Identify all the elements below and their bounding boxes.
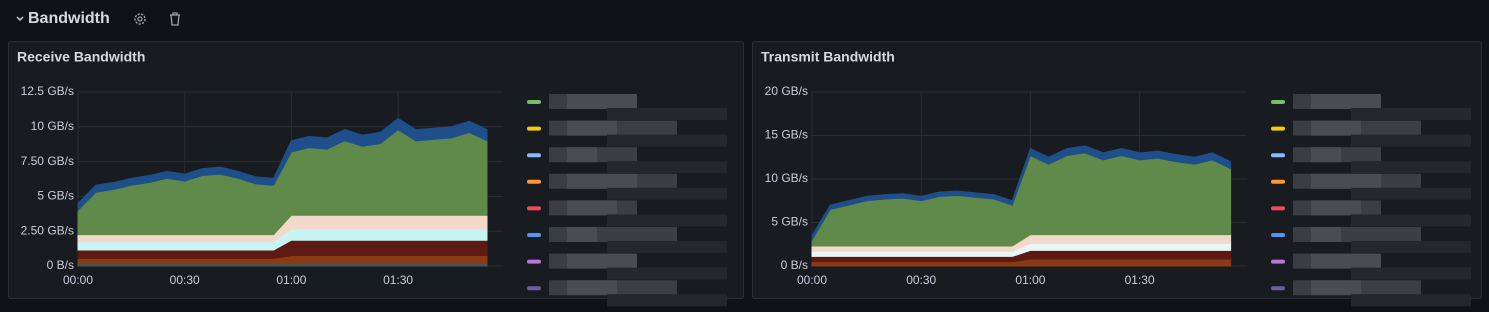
legend-swatch bbox=[1271, 206, 1285, 211]
legend-redacted bbox=[1351, 294, 1471, 307]
x-tick-label: 00:30 bbox=[906, 273, 936, 287]
x-tick-label: 01:00 bbox=[1015, 273, 1045, 287]
legend-redacted bbox=[1311, 147, 1381, 163]
legend-swatch bbox=[527, 126, 541, 131]
x-tick-label: 00:00 bbox=[63, 273, 93, 287]
x-tick-label: 01:00 bbox=[276, 273, 306, 287]
y-tick-label: 5 GB/s bbox=[37, 189, 74, 203]
y-tick-label: 7.50 GB/s bbox=[21, 154, 74, 168]
legend-swatch bbox=[1271, 286, 1285, 291]
x-tick-label: 01:30 bbox=[1125, 273, 1155, 287]
y-tick-label: 10 GB/s bbox=[31, 119, 74, 133]
legend-swatch bbox=[1271, 100, 1285, 104]
legend-swatch bbox=[527, 100, 541, 104]
x-tick-label: 00:00 bbox=[797, 273, 827, 287]
legend-redacted bbox=[607, 267, 727, 280]
y-tick-label: 20 GB/s bbox=[765, 84, 808, 98]
area-series bbox=[811, 145, 1232, 242]
legend-swatch bbox=[1271, 179, 1285, 184]
legend-redacted bbox=[1311, 120, 1421, 136]
legend-swatch bbox=[1271, 233, 1285, 237]
legend-redacted bbox=[1351, 241, 1471, 253]
settings-icon[interactable] bbox=[134, 13, 146, 25]
delete-icon[interactable] bbox=[170, 12, 180, 26]
y-tick-label: 15 GB/s bbox=[765, 128, 808, 142]
x-tick-label: 01:30 bbox=[383, 273, 413, 287]
legend-swatch bbox=[527, 259, 541, 264]
legend-redacted bbox=[567, 147, 637, 163]
x-tick-label: 00:30 bbox=[170, 273, 200, 287]
legend-redacted bbox=[1351, 214, 1471, 227]
legend-swatch bbox=[1271, 126, 1285, 131]
legend-redacted bbox=[607, 294, 727, 307]
legend-swatch bbox=[527, 286, 541, 291]
legend-redacted bbox=[607, 214, 727, 227]
legend-redacted bbox=[607, 134, 727, 147]
legend-redacted bbox=[567, 120, 677, 136]
legend-redacted bbox=[567, 280, 677, 296]
legend-redacted bbox=[1351, 161, 1471, 174]
legend-redacted bbox=[1351, 108, 1471, 120]
legend-redacted bbox=[567, 227, 677, 242]
y-tick-label: 2.50 GB/s bbox=[21, 223, 74, 237]
legend-redacted bbox=[1351, 134, 1471, 147]
y-tick-label: 5 GB/s bbox=[771, 215, 808, 229]
legend-redacted bbox=[1311, 94, 1381, 109]
legend-redacted bbox=[607, 108, 727, 120]
legend-swatch bbox=[527, 179, 541, 184]
legend-redacted bbox=[1351, 187, 1471, 200]
legend-redacted bbox=[607, 187, 727, 200]
y-tick-label: 0 B/s bbox=[47, 258, 74, 272]
legend-redacted bbox=[1311, 253, 1381, 269]
panel-title: Receive Bandwidth bbox=[17, 49, 145, 65]
legend-redacted bbox=[567, 253, 637, 269]
legend-redacted bbox=[567, 94, 637, 109]
legend-redacted bbox=[567, 173, 677, 189]
y-tick-label: 10 GB/s bbox=[765, 171, 808, 185]
legend-redacted bbox=[607, 161, 727, 174]
legend-redacted bbox=[1311, 200, 1381, 216]
legend-swatch bbox=[1271, 153, 1285, 158]
legend-redacted bbox=[1311, 227, 1421, 242]
row-title[interactable]: Bandwidth bbox=[28, 10, 110, 27]
legend-swatch bbox=[527, 206, 541, 211]
legend-redacted bbox=[1311, 280, 1421, 296]
legend-swatch bbox=[1271, 259, 1285, 264]
legend-redacted bbox=[607, 241, 727, 253]
legend-redacted bbox=[1351, 267, 1471, 280]
panel-title: Transmit Bandwidth bbox=[761, 49, 895, 65]
y-tick-label: 0 B/s bbox=[781, 258, 808, 272]
collapse-chevron[interactable] bbox=[16, 16, 24, 22]
legend-swatch bbox=[527, 233, 541, 237]
area-series bbox=[77, 117, 488, 212]
legend-redacted bbox=[1311, 173, 1421, 189]
legend-redacted bbox=[567, 200, 637, 216]
legend-swatch bbox=[527, 153, 541, 158]
y-tick-label: 12.5 GB/s bbox=[21, 84, 74, 98]
